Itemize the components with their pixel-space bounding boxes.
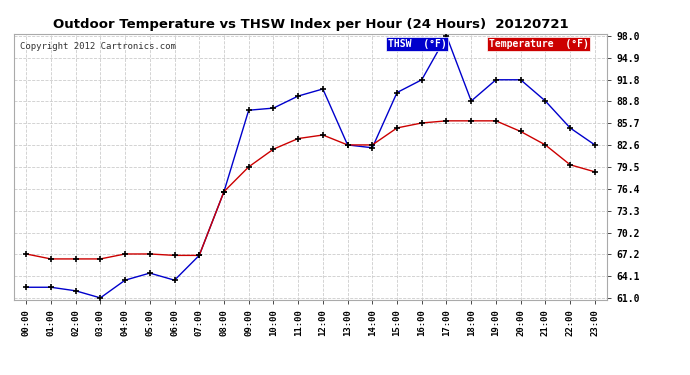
Title: Outdoor Temperature vs THSW Index per Hour (24 Hours)  20120721: Outdoor Temperature vs THSW Index per Ho… bbox=[52, 18, 569, 31]
Text: Copyright 2012 Cartronics.com: Copyright 2012 Cartronics.com bbox=[20, 42, 176, 51]
Text: THSW  (°F): THSW (°F) bbox=[388, 39, 446, 49]
Text: Temperature  (°F): Temperature (°F) bbox=[489, 39, 589, 49]
